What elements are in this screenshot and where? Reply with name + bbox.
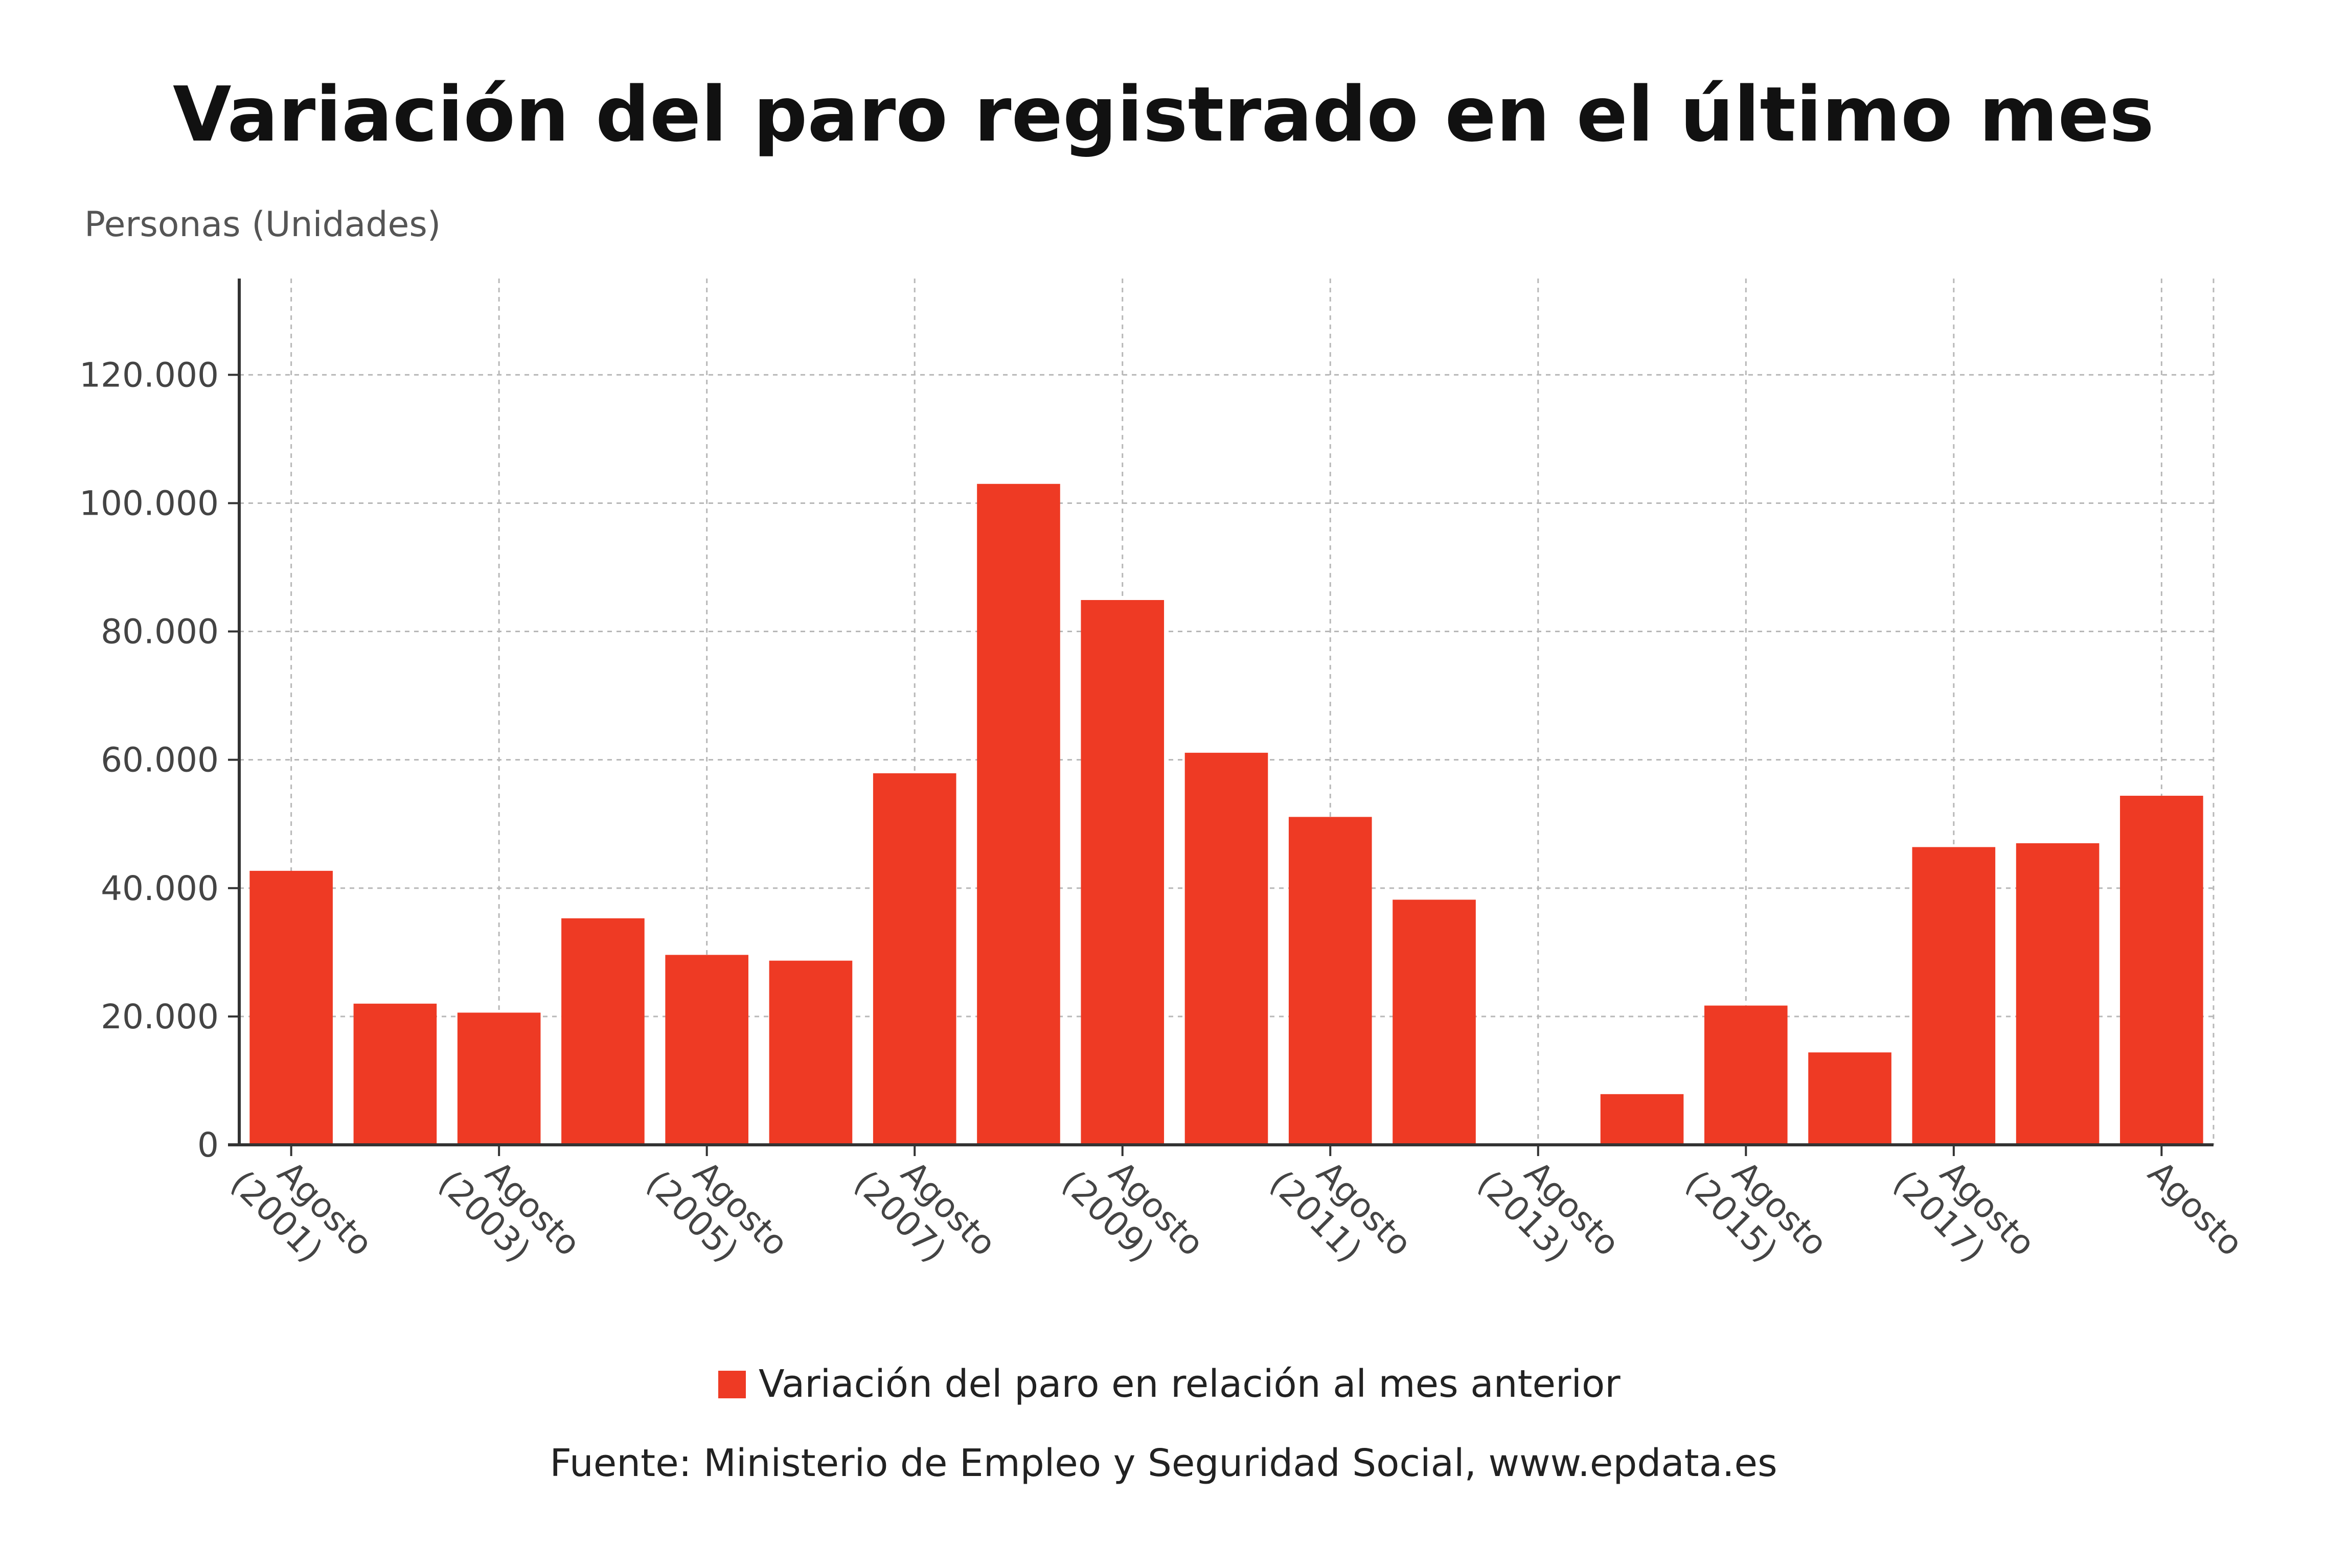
bar — [1081, 600, 1165, 1145]
y-tick-label: 80.000 — [101, 612, 219, 652]
bar — [1393, 900, 1476, 1145]
bar — [1184, 752, 1268, 1145]
bar — [873, 773, 956, 1145]
x-tick-label: Agosto(2017) — [1886, 1154, 2043, 1270]
x-tick-label: Agosto(2001) — [223, 1154, 380, 1270]
bar — [1288, 817, 1372, 1145]
x-tick-label: Agosto(2007) — [847, 1154, 1004, 1270]
bar — [2016, 843, 2100, 1145]
bar — [1704, 1005, 1788, 1145]
source-note: Fuente: Ministerio de Empleo y Seguridad… — [550, 1441, 1777, 1485]
bar — [1912, 847, 1996, 1145]
x-axis-ticks: Agosto(2001) Agosto(2003) Agosto(2005) Agos… — [223, 1145, 2251, 1270]
y-axis-label: Personas (Unidades) — [84, 204, 441, 245]
y-tick-label: 120.000 — [79, 355, 219, 395]
axes — [228, 279, 2214, 1146]
bar — [665, 955, 748, 1145]
x-tick-label: Agosto(2009) — [1054, 1154, 1212, 1270]
bars — [249, 483, 2203, 1145]
bar — [1808, 1052, 1891, 1145]
x-tick-label: Agosto(2005) — [638, 1154, 796, 1270]
bar — [249, 870, 333, 1145]
bar — [353, 1003, 437, 1145]
y-axis-ticks: 0 20.000 40.000 60.000 80.000 100.000 120.000 — [79, 355, 239, 1165]
x-tick-label: Agosto — [2140, 1154, 2251, 1264]
bar — [457, 1012, 541, 1145]
y-tick-label: 20.000 — [101, 997, 219, 1036]
legend-swatch — [718, 1371, 746, 1398]
bar — [769, 960, 853, 1145]
x-tick-label: Agosto(2015) — [1678, 1154, 1835, 1270]
x-tick-label: Agosto(2011) — [1262, 1154, 1420, 1270]
x-tick-label: Agosto(2003) — [431, 1154, 588, 1270]
legend-label: Variación del paro en relación al mes an… — [759, 1362, 1621, 1406]
bar — [2120, 795, 2203, 1145]
bar — [977, 483, 1060, 1145]
x-tick-label: Agosto(2013) — [1470, 1154, 1628, 1270]
y-tick-label: 40.000 — [101, 869, 219, 908]
chart-title: Variación del paro registrado en el últi… — [173, 71, 2154, 158]
y-tick-label: 60.000 — [101, 741, 219, 780]
x-tick-label-line1: Agosto — [2140, 1154, 2251, 1264]
y-tick-label: 100.000 — [79, 483, 219, 523]
bar — [1600, 1094, 1684, 1145]
bar — [561, 918, 645, 1145]
legend: Variación del paro en relación al mes an… — [718, 1362, 1621, 1406]
y-tick-label: 0 — [197, 1125, 219, 1165]
